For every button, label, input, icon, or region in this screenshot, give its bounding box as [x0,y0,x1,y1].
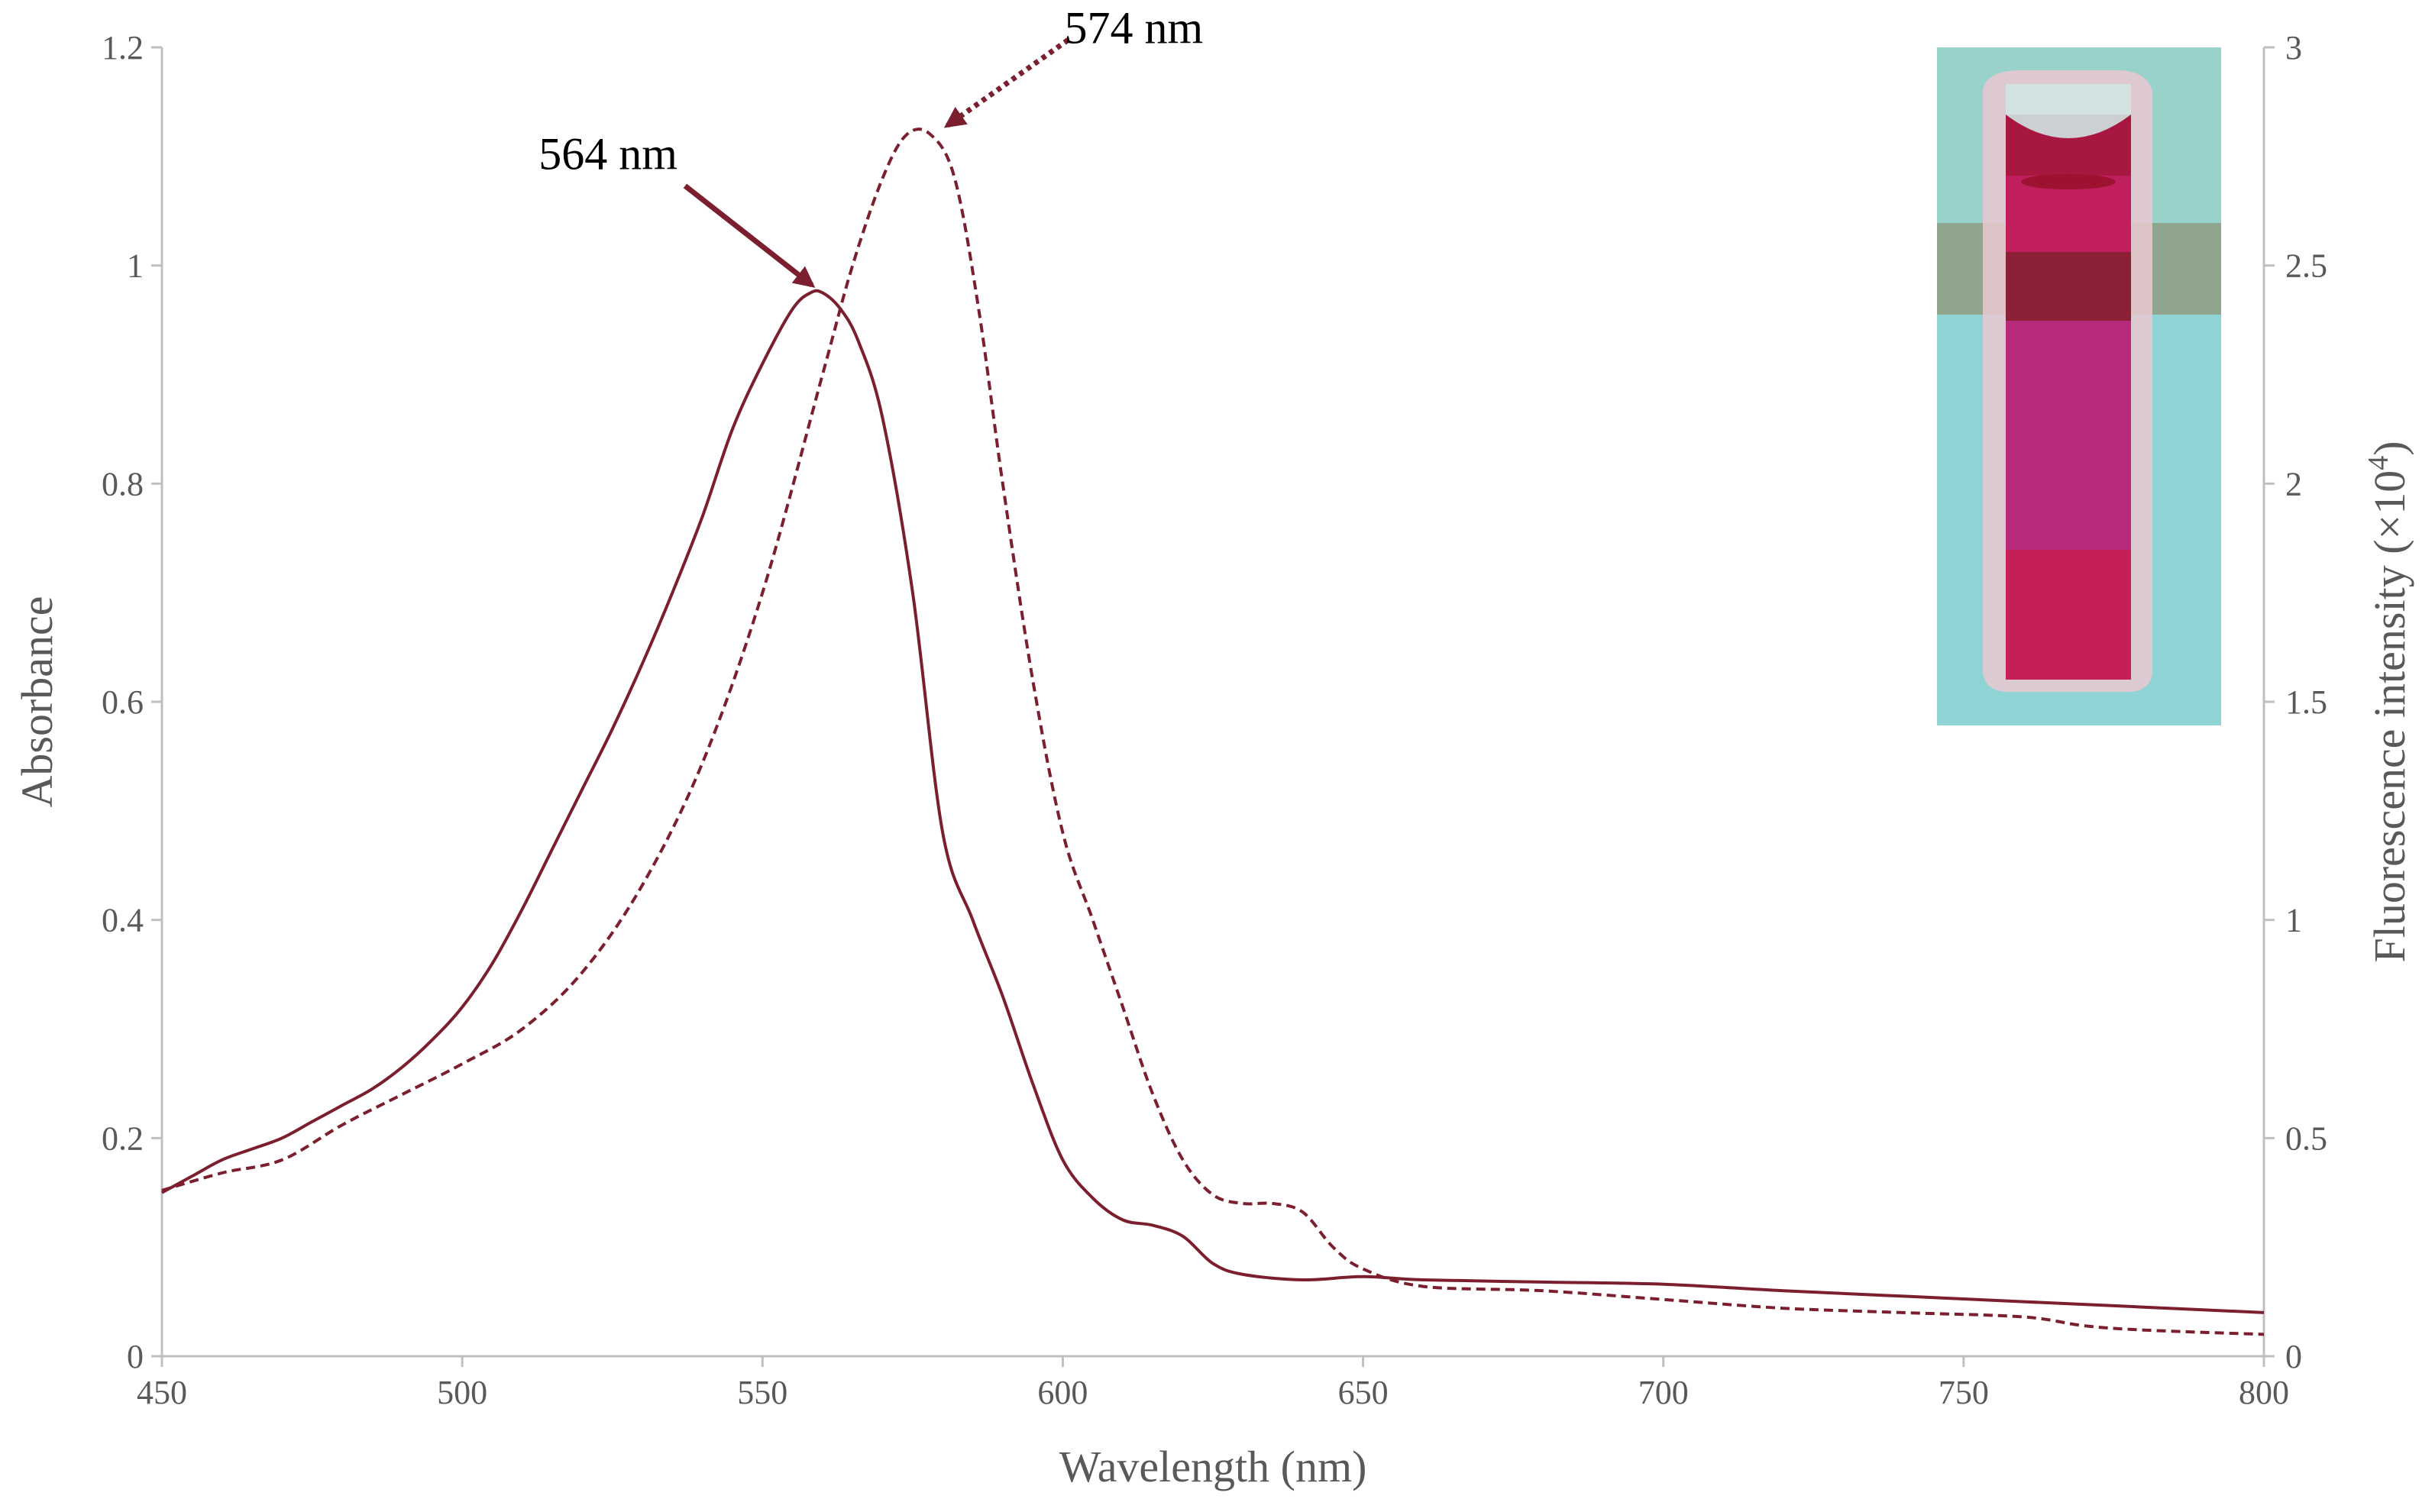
y2-tick-label: 0.5 [2285,1119,2327,1157]
cuvette-photo [1937,47,2221,725]
fluorescence-line [161,128,2265,1336]
x-tick-label: 700 [1638,1374,1689,1411]
y2-title-main: Fluorescence intensity (×10 [2365,470,2414,963]
y-axis-title-right: Fluorescence intensity (×104) [2362,441,2414,962]
y2-tick-label: 2.5 [2285,247,2327,285]
annotation-arrow [943,37,1070,128]
x-tick-label: 750 [1939,1374,1989,1411]
y2-tick-label: 1.5 [2285,683,2327,721]
x-axis-title: Wavelength (nm) [1059,1442,1367,1491]
x-tick-label: 800 [2239,1374,2289,1411]
annotation-arrow [683,183,816,288]
annotation-label: 574 nm [1064,2,1203,53]
y2-tick-label: 0 [2285,1338,2302,1375]
annotation-label: 564 nm [538,128,677,179]
y-tick-label: 0.8 [102,465,144,502]
y-tick-label: 1.2 [102,29,144,66]
x-tick-label: 500 [437,1374,487,1411]
x-tick-label: 550 [737,1374,787,1411]
absorbance-line [161,289,2265,1314]
x-tick-label: 650 [1338,1374,1389,1411]
x-tick-label: 450 [137,1374,187,1411]
y-tick-label: 1 [127,247,144,285]
y2-tick-label: 1 [2285,902,2302,939]
y2-tick-label: 2 [2285,465,2302,502]
y-axis-title-left: Absorbance [12,596,62,807]
y-tick-label: 0.4 [102,902,144,939]
y-tick-label: 0 [127,1338,144,1375]
y2-title-close: ) [2365,441,2414,455]
y-tick-label: 0.2 [102,1119,144,1157]
x-tick-label: 600 [1037,1374,1088,1411]
y-tick-label: 0.6 [102,683,144,721]
y2-tick-label: 3 [2285,29,2302,66]
y2-title-superscript: 4 [2362,456,2395,470]
